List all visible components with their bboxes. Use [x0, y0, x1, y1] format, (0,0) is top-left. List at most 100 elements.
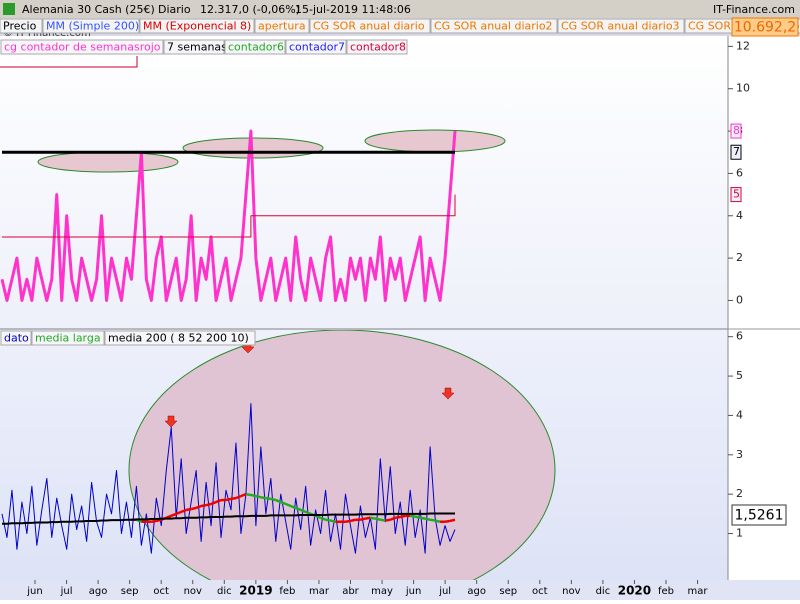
line-segment [175, 510, 182, 516]
line-segment [245, 492, 252, 497]
line-segment [419, 516, 426, 520]
end-label-box [730, 123, 742, 139]
y-tick-label: 2 [736, 487, 743, 500]
y-tick-label: 5 [736, 369, 743, 382]
line-segment [385, 518, 391, 522]
line-segment [260, 496, 267, 500]
price-label: 10.692,2 [734, 20, 796, 36]
x-tick-label: 2019 [239, 584, 272, 598]
line-segment [200, 503, 207, 508]
y-tick-label: 1 [736, 527, 743, 540]
line-segment [285, 502, 292, 508]
line-segment [156, 518, 162, 523]
x-tick-label: jun [405, 586, 421, 597]
legend-tab [254, 18, 310, 34]
y-tick-label: 4 [736, 209, 743, 222]
end-label: 8 [733, 124, 740, 137]
x-tick-label: oct [153, 586, 169, 597]
line-segment [205, 502, 212, 507]
line-segment [225, 497, 232, 502]
y-tick-label: 12 [736, 39, 750, 52]
line-segment [250, 493, 257, 498]
line-segment [330, 519, 336, 523]
legend-label: dato [4, 332, 29, 345]
line-segment [165, 514, 172, 519]
line-segment [295, 506, 302, 512]
line-segment [315, 514, 322, 519]
line-segment [350, 518, 356, 523]
x-tick-label: jul [438, 586, 451, 597]
x-tick-label: 2020 [618, 584, 651, 598]
x-tick-label: abr [342, 586, 359, 597]
line-segment [444, 519, 451, 523]
line-segment [270, 497, 277, 502]
x-tick-label: ago [467, 586, 486, 597]
legend-tab [346, 39, 408, 55]
line-segment [240, 493, 247, 498]
x-tick-label: may [371, 586, 393, 597]
legend-label: apertura [258, 20, 306, 33]
x-tick-label: oct [532, 586, 548, 597]
line-segment [320, 516, 327, 521]
end-label: 7 [733, 145, 740, 158]
line-segment [280, 500, 287, 506]
line-segment [325, 518, 331, 522]
line-segment [170, 512, 177, 517]
legend-tab [0, 330, 32, 346]
legend-tab [0, 39, 164, 55]
y-tick-label: 3 [736, 448, 743, 461]
x-tick-label: sep [499, 586, 517, 597]
legend-label: CG SOR anual diario2 [434, 20, 553, 33]
legend-label: cg contador de semanasrojo [4, 41, 161, 54]
y-tick-label: 4 [736, 408, 743, 421]
legend-tab [163, 39, 225, 55]
line-segment [395, 515, 401, 520]
x-tick-label: mar [688, 586, 709, 597]
line-segment [255, 494, 262, 499]
quote: 12.317,0 (-0,06%) [200, 3, 300, 16]
legend-label: contador7 [289, 41, 345, 54]
x-tick-label: dic [596, 586, 611, 597]
site: IT-Finance.com [713, 3, 795, 16]
line-segment [300, 508, 307, 514]
legend-label: media larga [35, 332, 101, 345]
line-segment [365, 516, 371, 520]
line-segment [345, 519, 351, 523]
title-bar [0, 0, 800, 18]
line-segment [185, 507, 192, 512]
x-axis-area [0, 580, 800, 600]
down-arrow [164, 415, 178, 428]
x-tick-label: sep [121, 586, 139, 597]
legend-tab [139, 18, 255, 34]
legend-tab [557, 18, 685, 34]
y-tick-label: 2 [736, 251, 743, 264]
end-label-box [730, 144, 742, 160]
legend-tab [104, 330, 256, 346]
current-box [731, 504, 787, 526]
line-segment [410, 514, 416, 518]
down-arrow [441, 387, 455, 400]
series-line [0, 129, 457, 302]
line-segment [151, 519, 157, 523]
line-segment [275, 498, 282, 504]
line-segment [290, 504, 297, 510]
end-label-box [730, 187, 742, 203]
line-segment [434, 519, 441, 523]
current-label: 1,5261 [735, 508, 784, 524]
legend-label: CG SOR anual diario3 [561, 20, 680, 33]
legend-label: 7 semanas [167, 41, 227, 54]
annotation-line [0, 56, 138, 68]
line-segment [360, 517, 366, 521]
line-segment [180, 508, 187, 514]
legend-label: MM (Simple 200) [46, 20, 139, 33]
line-segment [230, 496, 237, 501]
line-segment [449, 518, 456, 523]
app-icon [3, 3, 15, 15]
x-tick-label: nov [184, 586, 202, 597]
x-tick-label: dic [217, 586, 232, 597]
legend-tab [309, 18, 431, 34]
period: Diario [158, 3, 191, 16]
line-segment [389, 516, 396, 521]
